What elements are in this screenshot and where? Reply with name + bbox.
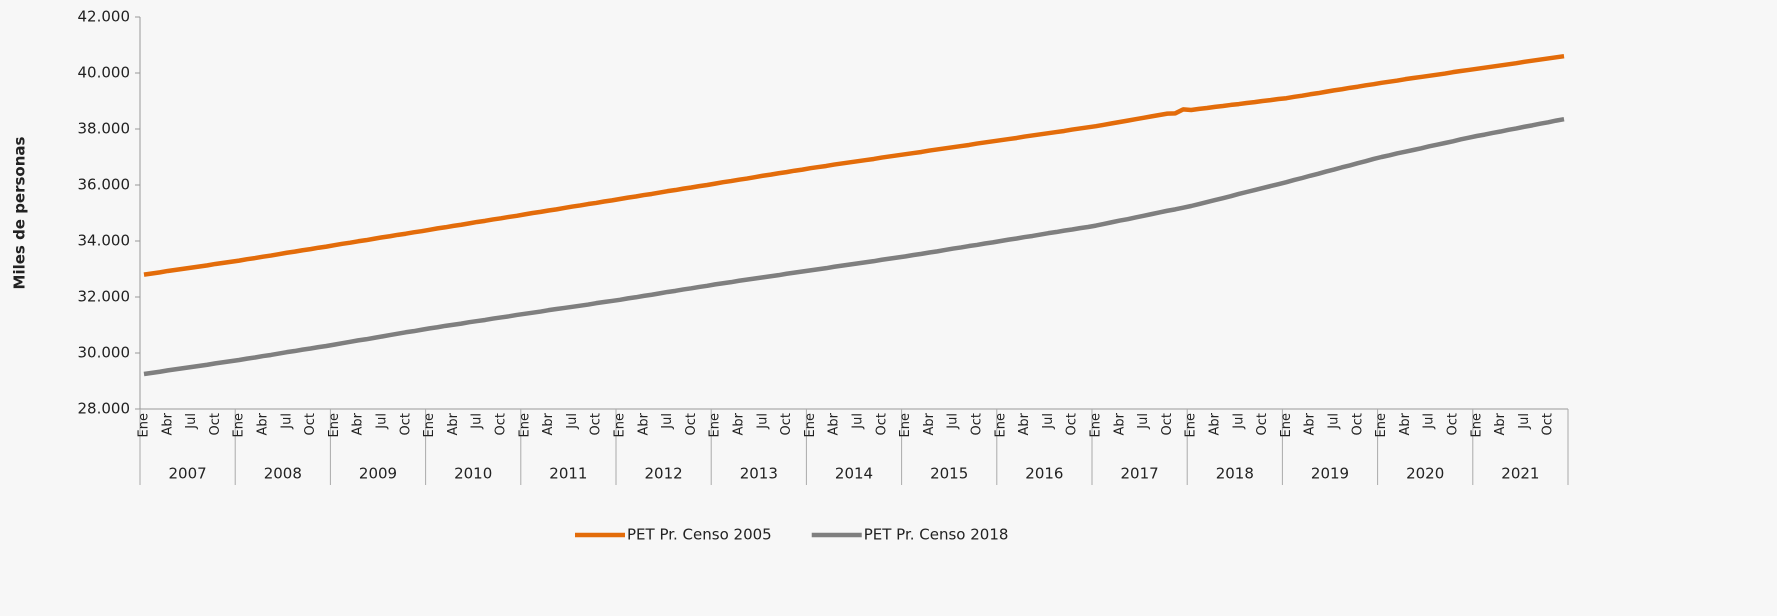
x-tick-label: Jul (184, 413, 199, 430)
x-tick-label: Oct (684, 413, 699, 435)
series-line (143, 116, 1565, 377)
x-tick-label: Jul (374, 413, 389, 430)
x-tick-label: Jul (279, 413, 294, 430)
x-tick-label: Oct (208, 413, 223, 435)
x-tick-label: Oct (1541, 413, 1556, 435)
x-tick-label: Oct (779, 413, 794, 435)
year-label: 2012 (645, 465, 683, 483)
year-label: 2019 (1311, 465, 1349, 483)
year-label: 2008 (264, 465, 302, 483)
y-tick-label: 32.000 (78, 288, 131, 306)
x-tick-label: Oct (874, 413, 889, 435)
x-tick-label: Jul (946, 413, 961, 430)
year-label: 2013 (740, 465, 778, 483)
year-label: 2009 (359, 465, 397, 483)
x-tick-label: Jul (565, 413, 580, 430)
year-label: 2018 (1216, 465, 1254, 483)
x-tick-label: Jul (660, 413, 675, 430)
x-tick-label: Jul (1326, 413, 1341, 430)
x-tick-label: Abr (255, 412, 270, 435)
x-tick-label: Abr (1493, 412, 1508, 435)
legend-label: PET Pr. Censo 2018 (864, 526, 1009, 544)
year-label: 2014 (835, 465, 873, 483)
y-tick-label: 36.000 (78, 176, 131, 194)
x-tick-label: Ene (803, 413, 818, 437)
x-tick-label: Ene (422, 413, 437, 437)
x-tick-label: Ene (898, 413, 913, 437)
x-tick-label: Abr (922, 412, 937, 435)
x-tick-label: Ene (1088, 413, 1103, 437)
x-tick-label: Jul (1136, 413, 1151, 430)
x-tick-label: Ene (1279, 413, 1294, 437)
x-tick-label: Abr (1112, 412, 1127, 435)
y-tick-label: 40.000 (78, 64, 131, 82)
y-tick-label: 34.000 (78, 232, 131, 250)
x-tick-label: Abr (827, 412, 842, 435)
x-tick-label: Oct (589, 413, 604, 435)
year-label: 2017 (1121, 465, 1159, 483)
x-tick-label: Oct (303, 413, 318, 435)
year-label: 2010 (454, 465, 492, 483)
x-tick-label: Oct (398, 413, 413, 435)
x-tick-label: Oct (1160, 413, 1175, 435)
x-tick-label: Oct (493, 413, 508, 435)
x-tick-label: Oct (1445, 413, 1460, 435)
x-tick-label: Ene (1469, 413, 1484, 437)
y-axis-title: Miles de personas (11, 136, 29, 289)
x-tick-label: Jul (470, 413, 485, 430)
x-tick-label: Ene (993, 413, 1008, 437)
x-tick-label: Abr (1398, 412, 1413, 435)
series-line (143, 53, 1565, 277)
year-label: 2020 (1406, 465, 1444, 483)
x-tick-label: Ene (1374, 413, 1389, 437)
year-label: 2015 (930, 465, 968, 483)
x-tick-label: Abr (636, 412, 651, 435)
x-tick-label: Ene (517, 413, 532, 437)
x-tick-label: Ene (327, 413, 342, 437)
x-tick-label: Oct (1255, 413, 1270, 435)
x-tick-label: Jul (1517, 413, 1532, 430)
x-tick-label: Ene (708, 413, 723, 437)
x-tick-label: Oct (969, 413, 984, 435)
year-label: 2021 (1501, 465, 1539, 483)
legend-label: PET Pr. Censo 2005 (627, 526, 772, 544)
x-tick-label: Abr (731, 412, 746, 435)
y-tick-label: 38.000 (78, 120, 131, 138)
x-tick-label: Abr (1017, 412, 1032, 435)
x-tick-label: Oct (1065, 413, 1080, 435)
x-tick-label: Jul (755, 413, 770, 430)
year-label: 2016 (1025, 465, 1063, 483)
y-tick-label: 30.000 (78, 344, 131, 362)
x-tick-label: Jul (1422, 413, 1437, 430)
x-tick-label: Jul (1231, 413, 1246, 430)
year-label: 2011 (549, 465, 587, 483)
year-label: 2007 (169, 465, 207, 483)
x-tick-label: Abr (160, 412, 175, 435)
x-tick-label: Ene (136, 413, 151, 437)
x-tick-label: Oct (1350, 413, 1365, 435)
x-tick-label: Abr (1207, 412, 1222, 435)
x-tick-label: Abr (1303, 412, 1318, 435)
x-tick-label: Jul (850, 413, 865, 430)
x-tick-label: Abr (351, 412, 366, 435)
x-tick-label: Abr (446, 412, 461, 435)
y-tick-label: 42.000 (78, 8, 131, 26)
y-tick-label: 28.000 (78, 400, 131, 418)
x-tick-label: Abr (541, 412, 556, 435)
x-tick-label: Ene (612, 413, 627, 437)
x-tick-label: Ene (1184, 413, 1199, 437)
x-tick-label: Ene (232, 413, 247, 437)
x-tick-label: Jul (1041, 413, 1056, 430)
